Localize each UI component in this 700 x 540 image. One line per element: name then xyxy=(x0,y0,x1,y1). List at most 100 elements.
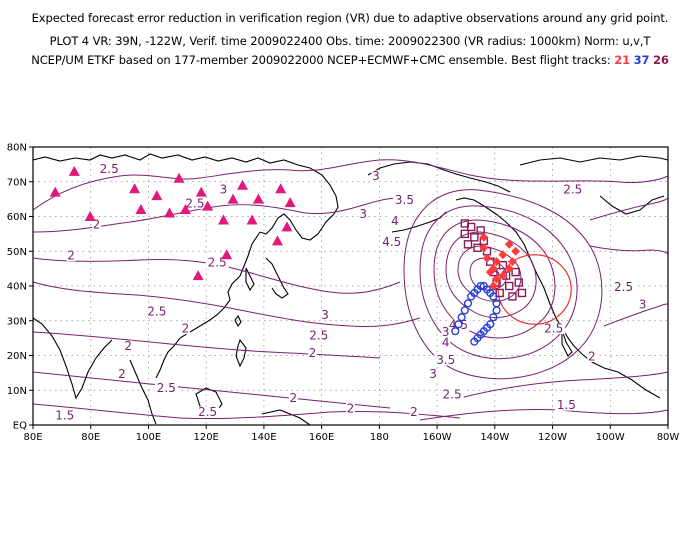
x-tick-label: 140W xyxy=(480,432,509,443)
contour-line xyxy=(32,281,421,327)
track-37-point xyxy=(489,313,498,322)
contour-label: 2.5 xyxy=(147,304,166,318)
track-26-point xyxy=(511,267,520,277)
y-tick-label: 20N xyxy=(7,351,27,362)
track-26-point xyxy=(476,226,485,235)
title-line-3-text: NCEP/UM ETKF based on 177-member 2009022… xyxy=(31,53,615,67)
track-21-point xyxy=(498,271,508,280)
track-21-point xyxy=(498,250,508,260)
contour-label-bg xyxy=(154,382,178,394)
title-line-1: Expected forecast error reduction in ver… xyxy=(31,11,669,25)
contour-label: 2.5 xyxy=(563,183,582,197)
contour-label-bg xyxy=(638,298,648,310)
contour-label: 3 xyxy=(442,325,450,339)
contour-label: 2.5 xyxy=(100,162,119,176)
contour-line xyxy=(603,303,669,327)
track-label-red: 21 xyxy=(614,53,631,67)
contour-label: 2 xyxy=(410,405,418,419)
observation-triangle xyxy=(275,183,287,194)
contour-label-bg xyxy=(97,163,121,175)
track-21-point xyxy=(485,267,495,277)
contour-label-bg xyxy=(440,389,464,401)
coastline-japan xyxy=(265,257,289,299)
observation-triangle xyxy=(68,165,80,176)
contour-label-bg xyxy=(380,236,404,248)
x-tick-label: 180 xyxy=(370,432,389,443)
track-21-point xyxy=(488,281,498,291)
track-21-point xyxy=(479,232,489,242)
contour-label-bg xyxy=(390,215,400,227)
track-label-blue: 37 xyxy=(633,53,650,67)
contour-label-bg xyxy=(307,330,331,342)
contour-label: 2 xyxy=(67,249,75,263)
contour-label: 3 xyxy=(372,169,380,183)
contour-label: 2 xyxy=(347,402,355,416)
contour-label: 3 xyxy=(429,367,437,381)
contour-label-bg xyxy=(288,392,298,404)
observation-triangle xyxy=(271,235,283,246)
observation-triangle xyxy=(151,190,163,201)
coastline-baja xyxy=(561,329,573,357)
observation-triangle xyxy=(195,186,207,197)
contour-label: 2.5 xyxy=(198,405,217,419)
observation-triangle xyxy=(284,197,296,208)
contour-line xyxy=(32,257,401,294)
contour-label-bg xyxy=(145,305,169,317)
x-tick-label: 100E xyxy=(136,432,161,443)
contour-label: 2 xyxy=(309,346,317,360)
observation-triangle xyxy=(192,270,204,281)
x-tick-label: 120E xyxy=(193,432,218,443)
contour-label-bg xyxy=(117,368,127,380)
contour-line xyxy=(32,403,461,420)
contour-label: 2 xyxy=(182,322,190,336)
track-21-point xyxy=(492,274,501,284)
track-26-point xyxy=(498,260,508,270)
contour-label: 3 xyxy=(639,297,647,311)
contour-label-bg xyxy=(219,184,228,196)
x-axis-ticks: 80E 80E 100E 120E 140E 160E 180 160W 140W 120W 100… xyxy=(23,425,679,443)
observation-triangle xyxy=(252,193,264,204)
y-tick-label: 30N xyxy=(7,316,27,327)
x-tick-label: 160E xyxy=(309,432,334,443)
contour-label-bg xyxy=(180,323,190,335)
track-21-point xyxy=(504,264,514,274)
y-tick-label: 80N xyxy=(7,143,27,154)
contour-ring xyxy=(419,205,578,360)
observation-triangle xyxy=(246,214,258,225)
x-tick-label: 100W xyxy=(596,432,625,443)
contour-label: 4 xyxy=(442,336,450,350)
track-37-point xyxy=(457,313,466,322)
track-21-point xyxy=(511,246,521,256)
contour-label-bg xyxy=(392,194,416,206)
contour-label-bg xyxy=(612,281,636,293)
y-tick-label: 50N xyxy=(7,247,27,258)
observation-triangle xyxy=(218,214,229,225)
track-37-point xyxy=(451,327,460,336)
contour-label-bg xyxy=(434,354,458,366)
y-tick-label: EQ xyxy=(13,421,27,432)
contour-label: 2.5 xyxy=(614,280,633,294)
y-tick-label: 10N xyxy=(7,386,27,397)
contour-label: 2.5 xyxy=(443,388,462,402)
contour-label-bg xyxy=(92,218,101,230)
coastline-east-asia xyxy=(155,231,261,379)
contour-line xyxy=(32,331,381,359)
contour-line xyxy=(459,371,669,399)
y-tick-label: 60N xyxy=(7,212,27,223)
track-26-point xyxy=(463,240,473,249)
track-37-point xyxy=(492,306,501,315)
x-tick-label: 80W xyxy=(657,432,680,443)
contour-line xyxy=(589,197,669,221)
coastline-taiwan xyxy=(234,314,242,328)
observation-sites xyxy=(49,165,296,281)
x-tick-label: 80E xyxy=(81,432,100,443)
contour-label-bg xyxy=(561,184,585,196)
track-label-purple: 26 xyxy=(652,53,669,67)
contour-label: 2 xyxy=(93,217,101,231)
contour-label: 1.5 xyxy=(55,409,74,423)
contour-label-bg xyxy=(346,403,355,415)
contour-label-bg xyxy=(371,170,381,182)
contour-line xyxy=(589,245,669,255)
observation-triangle xyxy=(164,207,176,218)
contour-label-bg xyxy=(358,208,368,220)
